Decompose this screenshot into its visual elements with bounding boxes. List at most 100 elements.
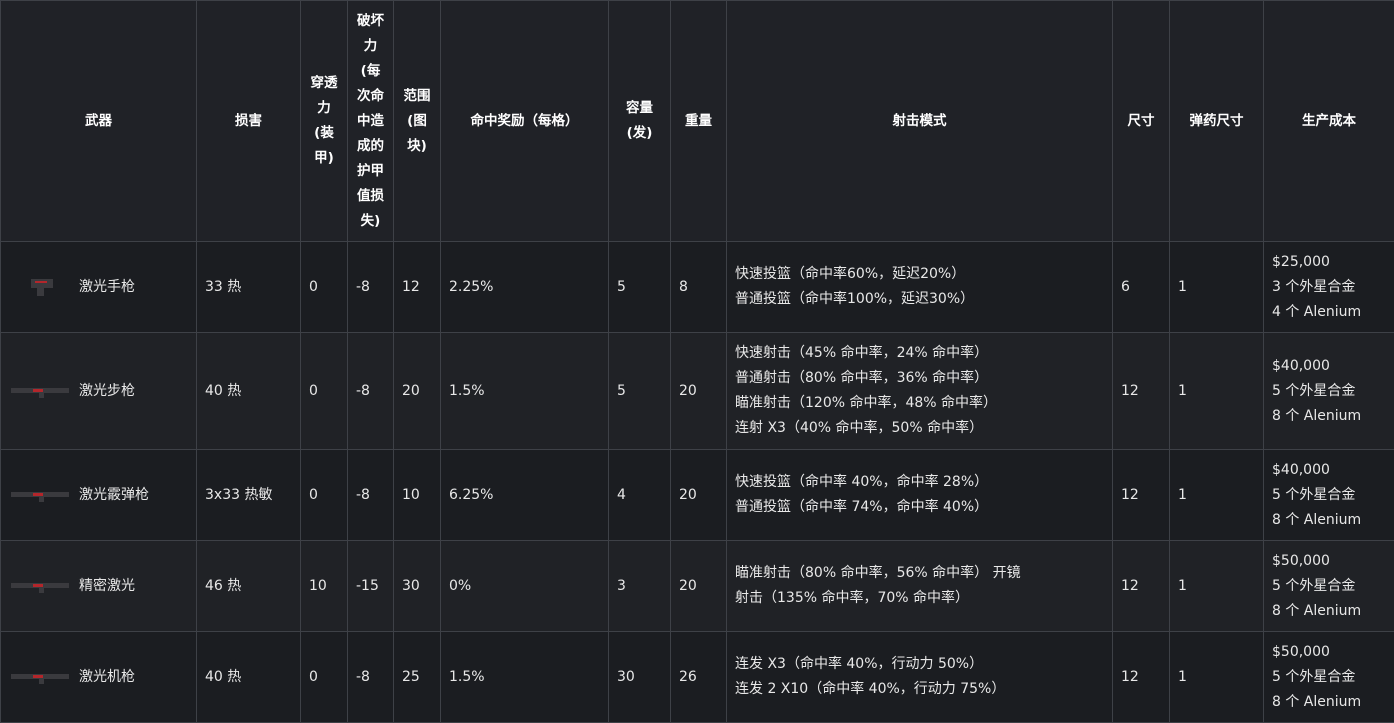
cost-line: 5 个外星合金 xyxy=(1272,483,1386,508)
cost-line: $50,000 xyxy=(1272,549,1386,574)
header-row: 武器损害穿透力 (装甲)破坏力 (每次命中造成的护甲值损失)范围 (图块)命中奖… xyxy=(1,1,1394,242)
cell-weight: 20 xyxy=(671,541,727,632)
cell-size: 12 xyxy=(1113,450,1170,541)
header-penetration: 穿透力 (装甲) xyxy=(301,1,348,242)
cell-ammo-size: 1 xyxy=(1170,632,1264,723)
header-size: 尺寸 xyxy=(1113,1,1170,242)
cell-weapon: 激光机枪 xyxy=(1,632,197,723)
cell-penetration: 10 xyxy=(301,541,348,632)
fire-mode: 普通投篮（命中率100%，延迟30%） xyxy=(735,287,1104,312)
weapon-name: 激光霰弹枪 xyxy=(79,483,149,508)
cost-line: 3 个外星合金 xyxy=(1272,275,1386,300)
cell-range: 10 xyxy=(394,450,441,541)
cell-range: 25 xyxy=(394,632,441,723)
cell-shred: -8 xyxy=(348,242,394,333)
header-capacity: 容量 (发) xyxy=(609,1,671,242)
cell-penetration: 0 xyxy=(301,450,348,541)
cost-line: 5 个外星合金 xyxy=(1272,665,1386,690)
cost-line: $50,000 xyxy=(1272,640,1386,665)
cell-capacity: 30 xyxy=(609,632,671,723)
cell-damage: 33 热 xyxy=(197,242,301,333)
cell-weapon: 激光霰弹枪 xyxy=(1,450,197,541)
weapon-name: 精密激光 xyxy=(79,574,135,599)
cost-line: 8 个 Alenium xyxy=(1272,404,1386,429)
cost-line: 8 个 Alenium xyxy=(1272,508,1386,533)
laser-shotgun-icon xyxy=(9,484,69,506)
cell-shred: -8 xyxy=(348,632,394,723)
fire-mode: 瞄准射击（120% 命中率，48% 命中率） xyxy=(735,391,1104,416)
header-ammo-size: 弹药尺寸 xyxy=(1170,1,1264,242)
header-fire-modes: 射击模式 xyxy=(727,1,1113,242)
cell-range: 12 xyxy=(394,242,441,333)
cost-line: $40,000 xyxy=(1272,458,1386,483)
fire-mode: 快速投篮（命中率60%，延迟20%） xyxy=(735,262,1104,287)
cell-fire-modes: 快速射击（45% 命中率，24% 命中率）普通射击（80% 命中率，36% 命中… xyxy=(727,333,1113,450)
cell-capacity: 4 xyxy=(609,450,671,541)
cell-weight: 20 xyxy=(671,333,727,450)
cell-weight: 8 xyxy=(671,242,727,333)
cell-range: 30 xyxy=(394,541,441,632)
cell-aim-bonus: 0% xyxy=(441,541,609,632)
cell-fire-modes: 瞄准射击（80% 命中率，56% 命中率） 开镜射击（135% 命中率，70% … xyxy=(727,541,1113,632)
fire-mode: 连射 X3（40% 命中率，50% 命中率） xyxy=(735,416,1104,441)
cell-aim-bonus: 2.25% xyxy=(441,242,609,333)
weapon-name: 激光机枪 xyxy=(79,665,135,690)
weapon-name: 激光步枪 xyxy=(79,379,135,404)
cell-capacity: 3 xyxy=(609,541,671,632)
cost-line: 8 个 Alenium xyxy=(1272,599,1386,624)
cell-size: 12 xyxy=(1113,333,1170,450)
cell-penetration: 0 xyxy=(301,242,348,333)
cost-line: 5 个外星合金 xyxy=(1272,574,1386,599)
fire-mode: 普通投篮（命中率 74%，命中率 40%） xyxy=(735,495,1104,520)
laser-pistol-icon xyxy=(9,276,69,298)
fire-mode: 普通射击（80% 命中率，36% 命中率） xyxy=(735,366,1104,391)
fire-mode: 瞄准射击（80% 命中率，56% 命中率） 开镜 xyxy=(735,561,1104,586)
precision-laser-icon xyxy=(9,575,69,597)
cell-ammo-size: 1 xyxy=(1170,242,1264,333)
cell-weapon: 激光手枪 xyxy=(1,242,197,333)
cell-aim-bonus: 6.25% xyxy=(441,450,609,541)
cell-size: 12 xyxy=(1113,632,1170,723)
cell-fire-modes: 连发 X3（命中率 40%，行动力 50%）连发 2 X10（命中率 40%，行… xyxy=(727,632,1113,723)
cell-aim-bonus: 1.5% xyxy=(441,632,609,723)
cell-weight: 20 xyxy=(671,450,727,541)
cell-fire-modes: 快速投篮（命中率 40%，命中率 28%）普通投篮（命中率 74%，命中率 40… xyxy=(727,450,1113,541)
cost-line: 8 个 Alenium xyxy=(1272,690,1386,715)
fire-mode: 快速射击（45% 命中率，24% 命中率） xyxy=(735,341,1104,366)
fire-mode: 快速投篮（命中率 40%，命中率 28%） xyxy=(735,470,1104,495)
cell-weapon: 激光步枪 xyxy=(1,333,197,450)
laser-machine-gun-icon xyxy=(9,666,69,688)
header-damage: 损害 xyxy=(197,1,301,242)
cell-penetration: 0 xyxy=(301,333,348,450)
header-weight: 重量 xyxy=(671,1,727,242)
header-range: 范围 (图块) xyxy=(394,1,441,242)
header-weapon: 武器 xyxy=(1,1,197,242)
cell-penetration: 0 xyxy=(301,632,348,723)
cell-damage: 40 热 xyxy=(197,632,301,723)
cell-ammo-size: 1 xyxy=(1170,541,1264,632)
cell-size: 6 xyxy=(1113,242,1170,333)
fire-mode: 连发 2 X10（命中率 40%，行动力 75%） xyxy=(735,677,1104,702)
cost-line: $40,000 xyxy=(1272,354,1386,379)
header-shred: 破坏力 (每次命中造成的护甲值损失) xyxy=(348,1,394,242)
laser-rifle-icon xyxy=(9,380,69,402)
cell-size: 12 xyxy=(1113,541,1170,632)
header-production-cost: 生产成本 xyxy=(1264,1,1394,242)
cell-range: 20 xyxy=(394,333,441,450)
cell-capacity: 5 xyxy=(609,242,671,333)
cell-aim-bonus: 1.5% xyxy=(441,333,609,450)
cell-shred: -8 xyxy=(348,450,394,541)
cell-shred: -8 xyxy=(348,333,394,450)
cell-damage: 46 热 xyxy=(197,541,301,632)
cell-shred: -15 xyxy=(348,541,394,632)
